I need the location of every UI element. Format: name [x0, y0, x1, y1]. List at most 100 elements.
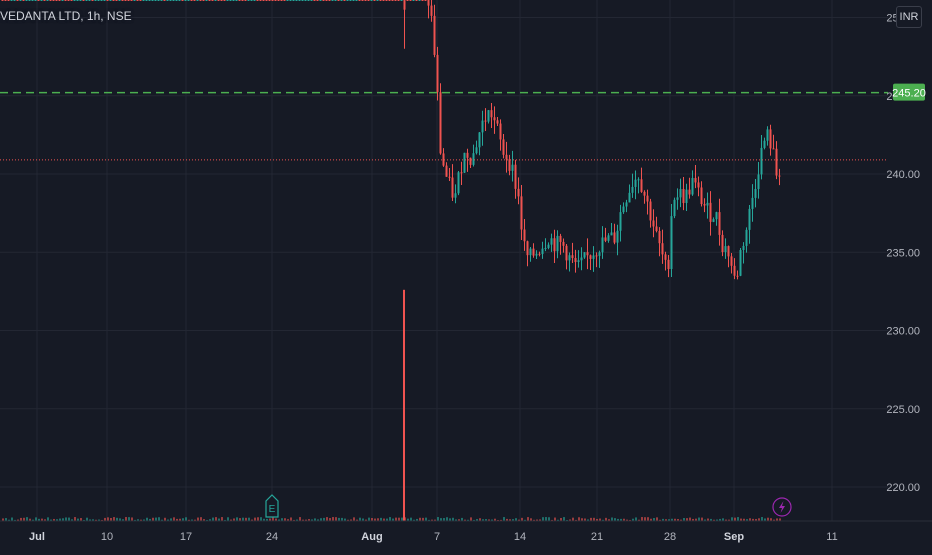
candle-body	[325, 0, 328, 1]
volume-bar	[347, 519, 349, 521]
earnings-marker-icon[interactable]	[265, 494, 279, 518]
candle-body	[649, 201, 652, 221]
volume-bar	[38, 518, 40, 521]
candle-body	[46, 0, 49, 1]
volume-bar	[509, 519, 511, 521]
candle-body	[634, 179, 637, 187]
volume-bar	[416, 518, 418, 521]
candle-body	[448, 176, 451, 178]
candle-body	[100, 0, 103, 1]
volume-bar	[176, 518, 178, 521]
candle-body	[319, 0, 322, 1]
candle-body	[589, 255, 592, 259]
volume-spike-bar	[403, 289, 405, 521]
volume-bar	[263, 518, 265, 521]
candle-body	[121, 0, 124, 1]
candle-body	[61, 0, 64, 1]
volume-bar	[257, 517, 259, 521]
candle-body	[295, 0, 298, 1]
volume-bar	[407, 518, 409, 521]
volume-bar	[170, 518, 172, 521]
candle-body	[154, 0, 157, 1]
candle-body	[388, 0, 391, 1]
candle-body	[187, 0, 190, 1]
candle-body	[775, 148, 778, 176]
candle-body	[340, 0, 343, 1]
volume-bar	[497, 519, 499, 521]
candle-body	[259, 0, 262, 1]
volume-bar	[29, 518, 31, 521]
candle-body	[172, 0, 175, 1]
candle-body	[766, 129, 769, 141]
volume-bar	[611, 517, 613, 521]
candle-body	[640, 179, 643, 192]
volume-bar	[140, 519, 142, 521]
volume-bar	[461, 517, 463, 521]
candle-body	[673, 199, 676, 217]
volume-bar	[512, 519, 514, 521]
candle-body	[481, 120, 484, 133]
volume-bar	[761, 517, 763, 521]
candle-body	[346, 0, 349, 1]
volume-bar	[428, 519, 430, 521]
candle-body	[70, 0, 73, 1]
candle-body	[571, 255, 574, 259]
volume-bar	[431, 519, 433, 521]
alert-price-label: 245.20	[892, 88, 926, 100]
candle-body	[37, 0, 40, 1]
x-tick-label: 7	[434, 531, 440, 543]
volume-bar	[545, 517, 547, 521]
candle-body	[145, 0, 148, 1]
candle-body	[418, 0, 421, 1]
volume-bar	[305, 519, 307, 521]
candle-body	[637, 179, 640, 181]
volume-bar	[107, 517, 109, 521]
volume-bar	[581, 518, 583, 521]
volume-bar	[434, 519, 436, 521]
volume-bar	[695, 518, 697, 521]
candle-body	[667, 259, 670, 270]
volume-bar	[212, 517, 214, 521]
candle-body	[691, 177, 694, 195]
candle-body	[271, 0, 274, 1]
volume-bar	[377, 518, 379, 521]
candle-body	[502, 139, 505, 155]
candle-body	[763, 140, 766, 148]
candle-body	[472, 153, 475, 165]
volume-bar	[113, 517, 115, 521]
volume-bar	[116, 517, 118, 521]
candle-body	[688, 189, 691, 195]
volume-bar	[485, 519, 487, 521]
candle-body	[379, 0, 382, 1]
candle-body	[376, 0, 379, 1]
candle-body	[643, 191, 646, 196]
candle-body	[328, 0, 331, 1]
candle-body	[745, 229, 748, 246]
candle-body	[511, 164, 514, 171]
volume-bar	[137, 519, 139, 521]
symbol-title: VEDANTA LTD, 1h, NSE	[0, 9, 132, 23]
volume-bar	[767, 517, 769, 521]
volume-bar	[194, 519, 196, 521]
volume-bar	[134, 519, 136, 521]
volume-bar	[74, 517, 76, 521]
volume-bar	[680, 519, 682, 521]
volume-bar	[683, 518, 685, 521]
volume-bar	[500, 519, 502, 521]
candle-body	[706, 202, 709, 206]
volume-bar	[230, 519, 232, 521]
volume-bar	[689, 517, 691, 521]
volume-bar	[206, 519, 208, 521]
volume-bar	[515, 518, 517, 521]
volume-bar	[110, 517, 112, 521]
candle-body	[85, 0, 88, 1]
volume-bar	[155, 517, 157, 521]
volume-bar	[488, 519, 490, 521]
volume-bar	[164, 517, 166, 521]
currency-button[interactable]: INR	[896, 6, 922, 28]
candle-body	[598, 252, 601, 256]
volume-bar	[482, 519, 484, 521]
volume-bar	[317, 519, 319, 521]
